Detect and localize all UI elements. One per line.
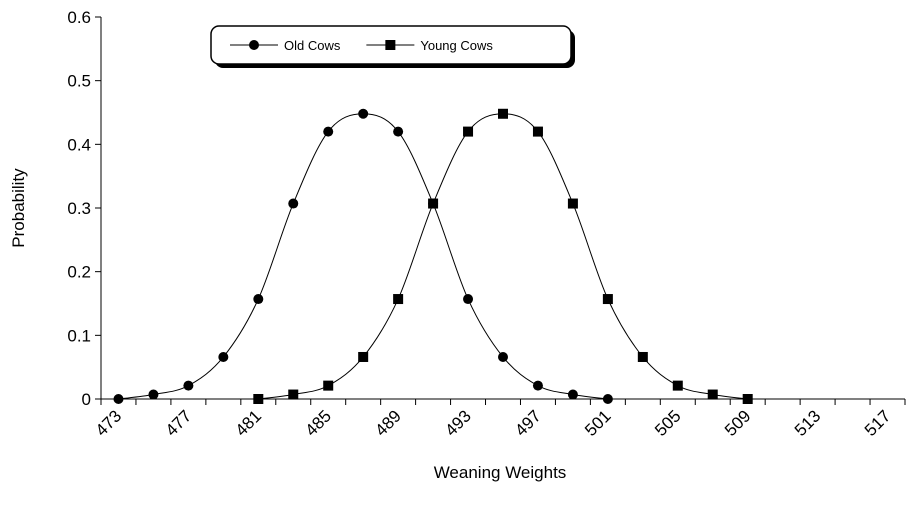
marker [498, 351, 508, 362]
x-axis-title: Weaning Weights [434, 463, 567, 482]
y-tick-label: 0.5 [67, 72, 91, 91]
marker [253, 394, 264, 404]
marker [428, 198, 439, 209]
marker [183, 380, 194, 391]
marker [602, 294, 613, 305]
marker [288, 198, 299, 209]
marker [463, 126, 474, 137]
x-tick-label: 485 [302, 406, 335, 439]
x-tick-label: 517 [861, 406, 894, 439]
y-tick-label: 0 [82, 390, 91, 409]
legend: Old Cows Young Cows [210, 25, 575, 68]
y-axis-title: Probability [9, 168, 28, 248]
marker [393, 126, 404, 137]
legend-label: Young Cows [420, 38, 493, 53]
marker [637, 351, 648, 362]
marker [249, 40, 259, 50]
marker [498, 108, 508, 119]
legend-label: Old Cows [284, 38, 341, 53]
x-tick-label: 481 [232, 406, 265, 439]
y-tick-label: 0.1 [67, 326, 91, 345]
marker [672, 380, 683, 391]
marker [113, 394, 124, 404]
marker [323, 380, 334, 391]
marker [463, 294, 474, 305]
marker [532, 380, 543, 391]
x-tick-label: 473 [92, 406, 125, 439]
x-tick-label: 513 [791, 406, 824, 439]
marker [532, 126, 543, 137]
x-tick-label: 505 [651, 406, 684, 439]
x-tick-label: 477 [162, 406, 195, 439]
x-tick-label: 501 [581, 406, 614, 439]
marker [602, 394, 613, 404]
marker [323, 126, 334, 137]
y-tick-label: 0.4 [67, 135, 91, 154]
x-tick-label: 493 [441, 406, 474, 439]
marker [358, 108, 369, 119]
x-tick-label: 497 [511, 406, 544, 439]
marker [385, 40, 396, 50]
y-tick-label: 0.6 [67, 8, 91, 27]
y-tick-label: 0.2 [67, 263, 91, 282]
marker [148, 389, 159, 400]
marker [288, 389, 299, 400]
x-tick-label: 489 [371, 406, 404, 439]
marker [253, 294, 264, 305]
y-tick-label: 0.3 [67, 199, 91, 218]
marker [567, 198, 578, 209]
marker [218, 351, 229, 362]
x-tick-label: 509 [721, 406, 754, 439]
marker [567, 389, 578, 400]
marker [358, 351, 369, 362]
marker [742, 394, 753, 404]
marker [707, 389, 718, 400]
marker [393, 294, 404, 305]
